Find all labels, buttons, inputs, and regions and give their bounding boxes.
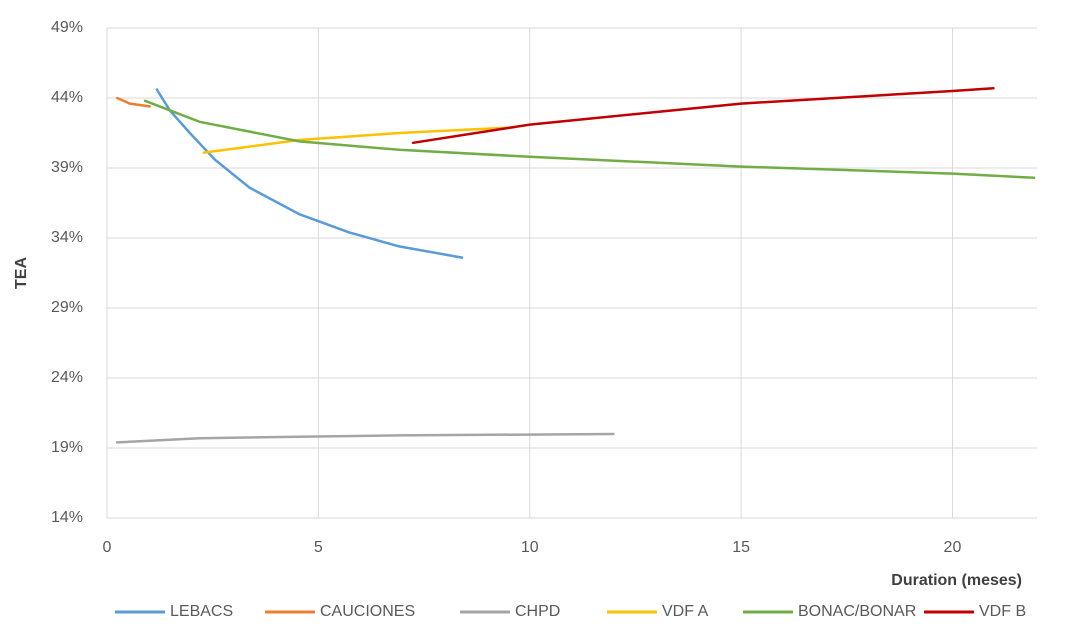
legend-label: VDF A [662,603,709,620]
y-axis-title: TEA [13,257,30,289]
x-tick-label: 0 [103,539,112,556]
legend-label: VDF B [979,603,1026,620]
y-tick-label: 39% [51,159,83,176]
series-line [115,96,151,108]
x-axis-title: Duration (meses) [891,572,1022,589]
series-line [155,88,464,259]
x-tick-label: 10 [521,539,539,556]
series-line [143,99,1036,180]
legend-label: BONAC/BONAR [798,603,916,620]
y-tick-label: 44% [51,89,83,106]
y-tick-label: 19% [51,439,83,456]
x-tick-label: 15 [732,539,750,556]
y-tick-label: 14% [51,509,83,526]
y-tick-label: 34% [51,229,83,246]
legend-label: CAUCIONES [320,603,415,620]
y-tick-label: 29% [51,299,83,316]
series-line [115,432,615,444]
legend-label: CHPD [515,603,560,620]
y-tick-label: 49% [51,19,83,36]
legend-label: LEBACS [170,603,233,620]
x-tick-label: 5 [314,539,323,556]
series-line [411,86,995,145]
y-tick-label: 24% [51,369,83,386]
series-line [202,126,515,154]
x-tick-label: 20 [944,539,962,556]
